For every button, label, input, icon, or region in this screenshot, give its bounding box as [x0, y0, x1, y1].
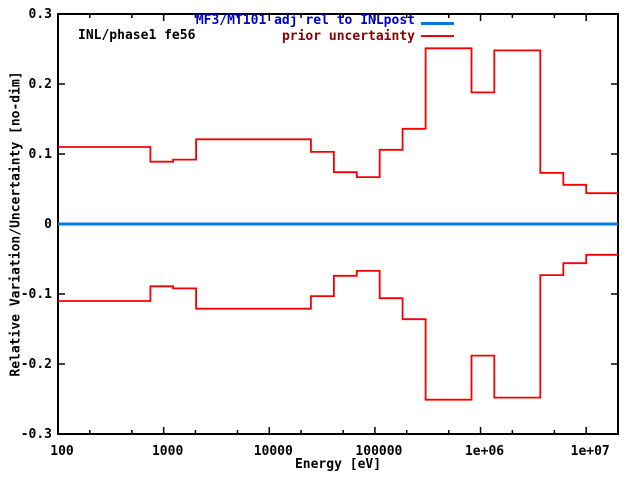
- y-tick-label: -0.3: [21, 427, 52, 442]
- y-tick-label: 0.2: [29, 77, 52, 92]
- y-axis-title: Relative Variation/Uncertainty [no-dim]: [8, 71, 24, 377]
- legend-label-adjustment: MF3/MT101 adj rel to INLpost: [195, 13, 415, 28]
- x-tick-label: 1000: [152, 444, 183, 459]
- series-prior-uncertainty-upper: [58, 47, 618, 195]
- series-prior-uncertainty-lower: [58, 253, 618, 401]
- x-tick-label: 1e+07: [571, 444, 610, 459]
- y-tick-label: 0: [44, 217, 52, 232]
- x-tick-label: 10000: [254, 444, 293, 459]
- y-tick-label: -0.2: [21, 357, 52, 372]
- legend-label-prior-uncertainty: prior uncertainty: [281, 29, 415, 44]
- plot-annotation: INL/phase1 fe56: [78, 28, 196, 43]
- legend-line-sample-red: [421, 35, 454, 37]
- x-tick-label: 100: [50, 444, 74, 459]
- x-tick-label: 100000: [355, 444, 402, 459]
- legend-line-sample-blue: [421, 22, 454, 25]
- x-tick-label: 1e+06: [465, 444, 504, 459]
- x-axis-title: Energy [eV]: [294, 457, 382, 472]
- y-tick-label: 0.3: [29, 7, 52, 22]
- y-tick-label: -0.1: [21, 287, 52, 302]
- y-tick-label: 0.1: [29, 147, 53, 162]
